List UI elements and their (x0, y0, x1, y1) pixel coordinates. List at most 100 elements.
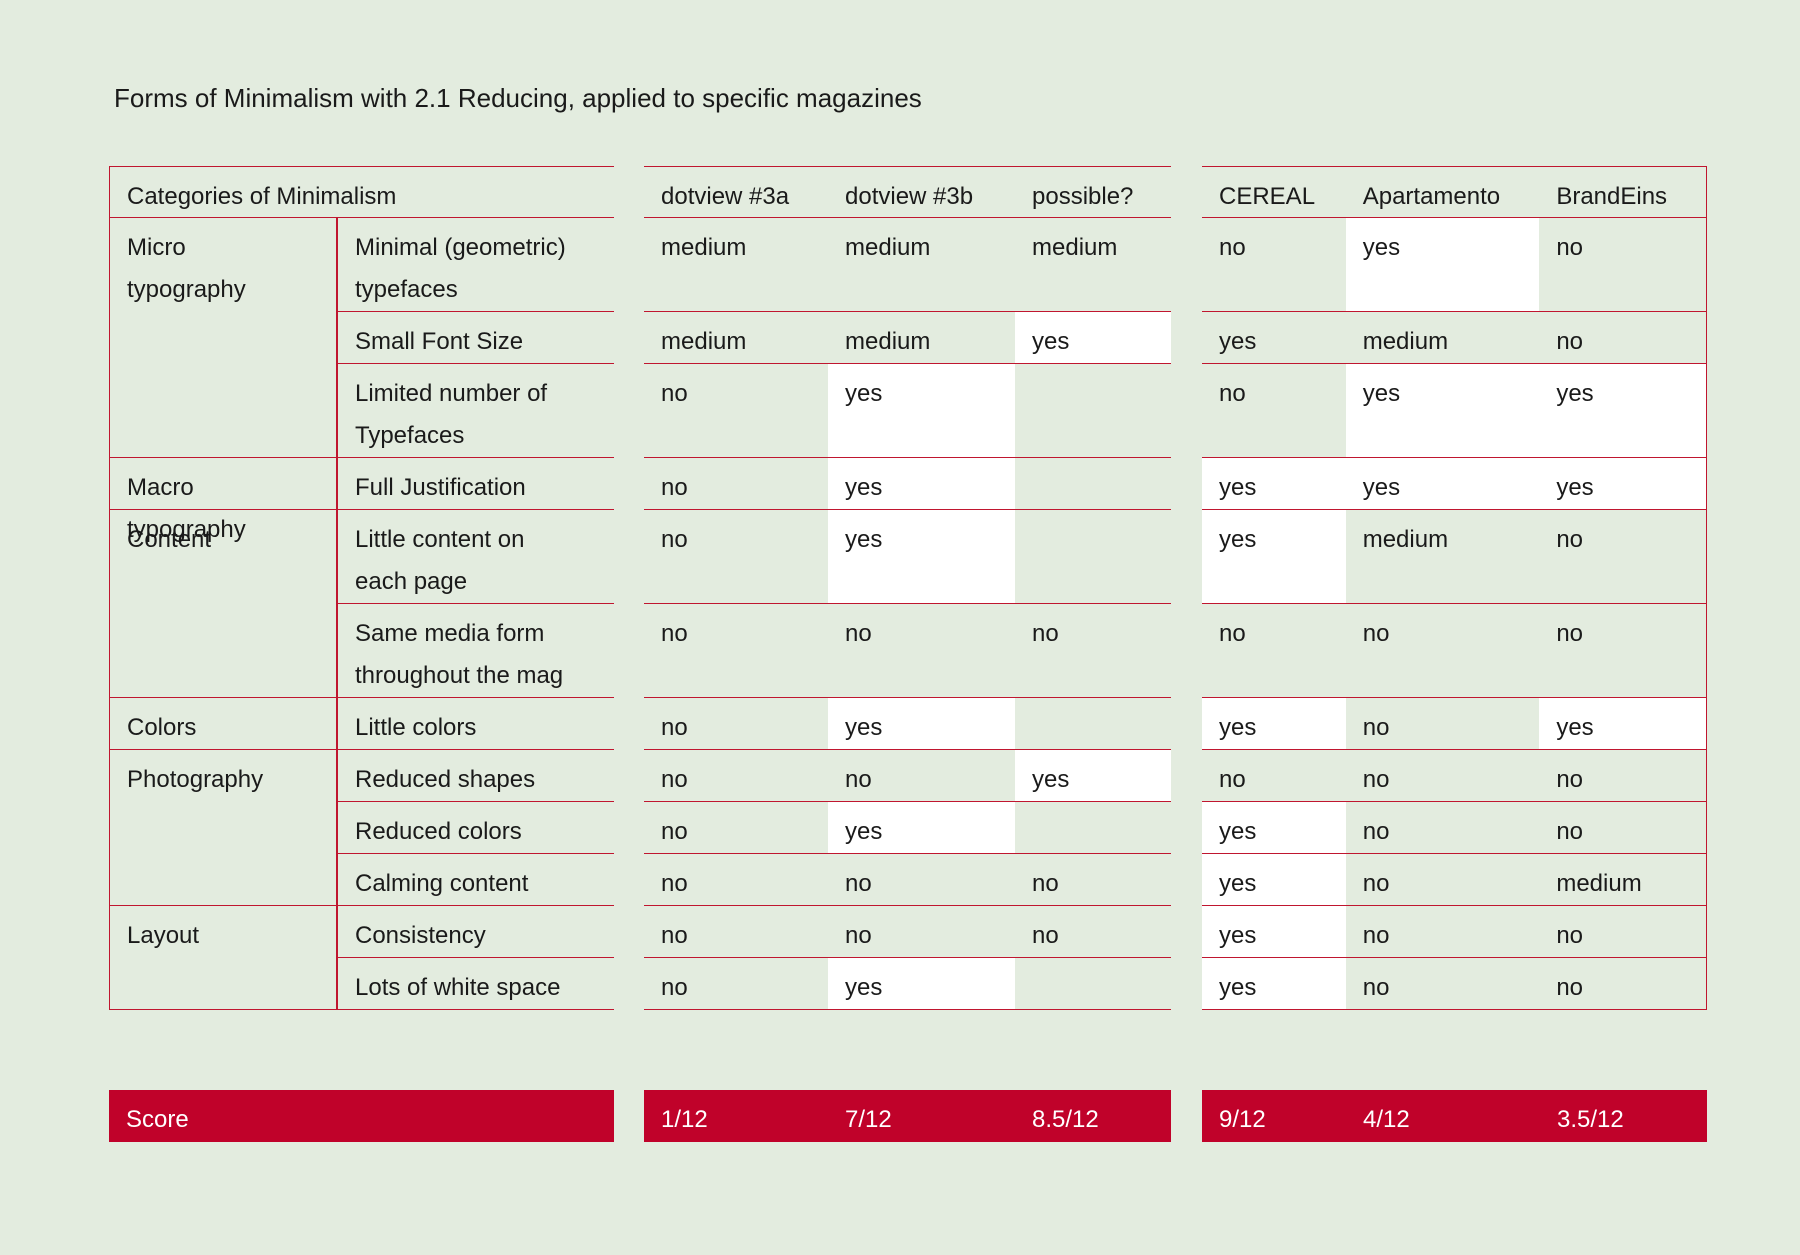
rating-cell: no (661, 922, 688, 949)
rating-cell: yes (1202, 458, 1346, 509)
rating-cell: no (1219, 766, 1246, 793)
rating-cell: yes (828, 458, 1015, 509)
rating-cell: no (1032, 620, 1059, 647)
rating-cell: medium (1362, 526, 1449, 553)
rating-cell: yes (1202, 802, 1346, 853)
rating-cell: no (1362, 922, 1390, 949)
rating-cell: yes (1345, 458, 1540, 509)
rating-cell: yes (1345, 218, 1540, 311)
criterion-row: Consistency (337, 906, 614, 958)
criterion-label: Small Font Size (355, 328, 524, 355)
table-row: no yes yes (1202, 364, 1707, 458)
table-row: no yes no (1202, 218, 1707, 312)
categories-header: Categories of Minimalism (109, 166, 614, 218)
criterion-label: Same media form throughout the mag (355, 620, 564, 689)
criterion-label: Minimal (geometric) typefaces (355, 234, 566, 303)
rating-cell: yes (1015, 312, 1171, 363)
category-group: Content (109, 510, 337, 698)
score-value: 9/12 (1219, 1106, 1266, 1133)
table-row: no no no (1202, 604, 1707, 698)
criterion-row: Reduced shapes (337, 750, 614, 802)
rating-cell: yes (1539, 698, 1706, 749)
table-row: no yes (644, 510, 1171, 604)
score-bar-dotview: 1/12 7/12 8.5/12 (644, 1090, 1171, 1142)
rating-cell: no (1556, 328, 1584, 355)
criterion-label: Consistency (355, 922, 486, 949)
rating-cell: yes (1539, 364, 1706, 457)
rating-cell (1015, 698, 1171, 749)
rating-cell: yes (828, 510, 1015, 603)
column-header: CEREAL (1219, 183, 1316, 210)
magazines-panel: CEREAL Apartamento BrandEins no yes no yes m… (1202, 166, 1707, 1010)
score-bar-magazines: 9/12 4/12 3.5/12 (1202, 1090, 1707, 1142)
dotview-panel: dotview #3a dotview #3b possible? medium… (644, 166, 1171, 1010)
rating-cell: no (661, 380, 688, 407)
table-row: medium medium yes (644, 312, 1171, 364)
rating-cell: medium (1556, 870, 1642, 897)
rating-cell: yes (828, 802, 1015, 853)
categories-panel: Categories of Minimalism Minimal (geomet… (109, 166, 614, 1010)
rating-cell: yes (828, 958, 1015, 1009)
rating-cell (1015, 458, 1171, 509)
score-value: 1/12 (661, 1106, 708, 1133)
table-row: yes no no (1202, 958, 1707, 1010)
score-value: 7/12 (845, 1106, 892, 1133)
category-group: Layout (109, 906, 337, 1010)
rating-cell: medium (845, 234, 931, 261)
rating-cell: no (1556, 766, 1584, 793)
rating-cell: no (1362, 620, 1390, 647)
criterion-row: Calming content (337, 854, 614, 906)
rating-cell: no (661, 766, 688, 793)
rating-cell: no (1219, 234, 1246, 261)
category-group: Photography (109, 750, 337, 906)
category-group: Colors (109, 698, 337, 750)
criterion-row: Little content on each page (337, 510, 614, 604)
rating-cell (1015, 802, 1171, 853)
rating-cell (1015, 510, 1171, 603)
rating-cell: no (1219, 620, 1246, 647)
score-value: 8.5/12 (1032, 1106, 1099, 1133)
criterion-label: Little colors (355, 714, 477, 741)
score-value: 4/12 (1363, 1106, 1410, 1133)
column-header: dotview #3a (661, 183, 790, 210)
rating-cell: yes (828, 698, 1015, 749)
table-row: no no no (1202, 750, 1707, 802)
rating-cell: no (1556, 818, 1584, 845)
table-row: no no no (644, 906, 1171, 958)
rating-cell: no (1219, 380, 1246, 407)
column-header: Apartamento (1362, 183, 1501, 210)
table-row: yes no yes (1202, 698, 1707, 750)
rating-cell: no (845, 922, 872, 949)
magazines-rows: no yes no yes medium no no yes yes yes yes yes yes me… (1202, 218, 1707, 1010)
rating-cell: medium (1362, 328, 1449, 355)
table-row: no yes (644, 458, 1171, 510)
score-value: 3.5/12 (1557, 1106, 1624, 1133)
rating-cell: yes (1202, 510, 1346, 603)
rating-cell (1015, 958, 1171, 1009)
criterion-label: Reduced shapes (355, 766, 536, 793)
table-row: yes no no (1202, 802, 1707, 854)
rating-cell: no (661, 818, 688, 845)
rating-cell: yes (1202, 698, 1346, 749)
dotview-header: dotview #3a dotview #3b possible? (644, 166, 1171, 218)
rating-cell (1015, 364, 1171, 457)
column-header: BrandEins (1556, 183, 1668, 210)
table-row: yes no medium (1202, 854, 1707, 906)
rating-cell: no (1556, 922, 1584, 949)
criterion-label: Limited number of Typefaces (355, 380, 548, 449)
table-row: medium medium medium (644, 218, 1171, 312)
criterion-label: Calming content (355, 870, 529, 897)
column-header: possible? (1032, 183, 1134, 210)
criterion-row: Same media form throughout the mag (337, 604, 614, 698)
table-row: yes medium no (1202, 510, 1707, 604)
rating-cell: no (1032, 922, 1059, 949)
table-row: no yes (644, 698, 1171, 750)
rating-cell: no (1032, 870, 1059, 897)
criterion-row: Small Font Size (337, 312, 614, 364)
rating-cell: no (845, 870, 872, 897)
rating-cell: yes (1539, 458, 1706, 509)
table-row: no yes (644, 802, 1171, 854)
table-row: yes yes yes (1202, 458, 1707, 510)
rating-cell: no (1362, 974, 1390, 1001)
rating-cell: yes (1202, 854, 1346, 905)
